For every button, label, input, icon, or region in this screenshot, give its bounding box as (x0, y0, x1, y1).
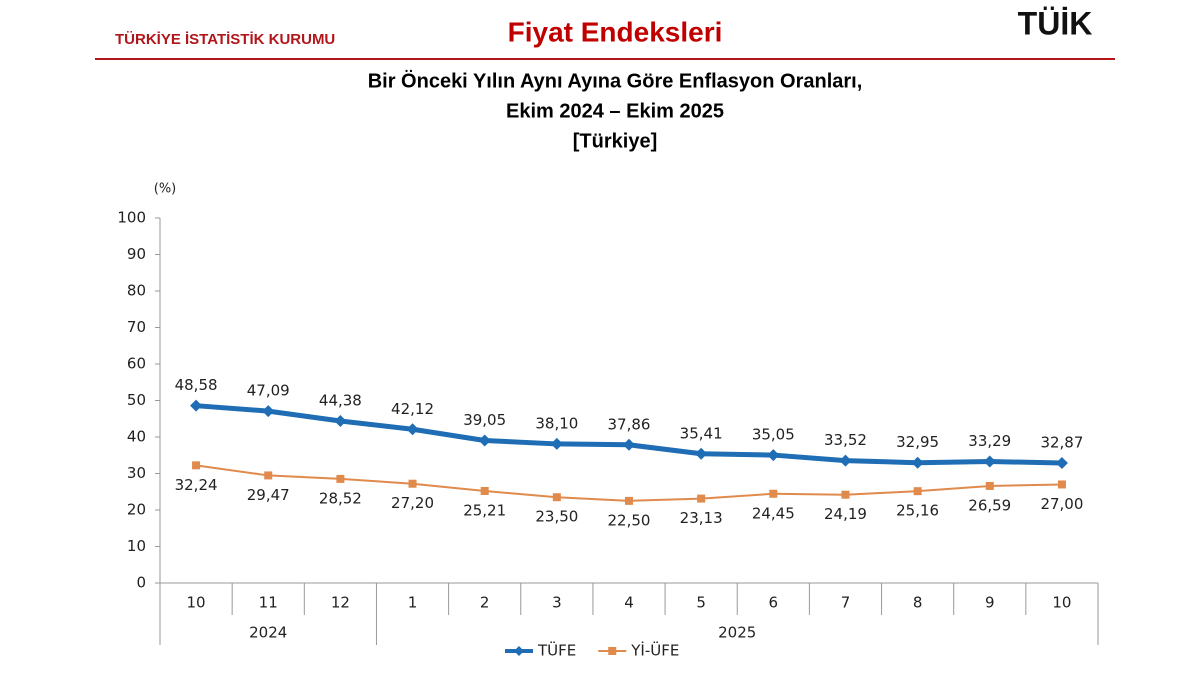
x-tick-label: 11 (259, 594, 278, 612)
marker (334, 415, 347, 428)
marker (478, 434, 491, 447)
value-label: 27,00 (1040, 495, 1083, 513)
y-tick-label: 0 (136, 574, 146, 592)
section-title: Fiyat Endeksleri (508, 16, 723, 47)
y-unit: (%) (154, 182, 177, 197)
value-label: 28,52 (319, 489, 362, 507)
marker (1055, 457, 1068, 470)
x-tick-label: 3 (552, 594, 562, 612)
y-tick-label: 70 (127, 318, 146, 336)
y-tick-label: 30 (127, 464, 146, 482)
y-tick-label: 10 (127, 537, 146, 555)
value-label: 25,16 (896, 502, 939, 520)
logo: TÜİK (1018, 5, 1093, 41)
marker (913, 487, 922, 496)
value-label: 35,05 (752, 426, 795, 444)
marker (911, 456, 924, 469)
value-label: 23,50 (535, 508, 578, 526)
marker (264, 471, 273, 480)
marker (697, 494, 706, 503)
value-label: 39,05 (463, 411, 506, 429)
y-tick-label: 90 (127, 245, 146, 263)
value-label: 33,52 (824, 431, 867, 449)
y-tick-label: 20 (127, 501, 146, 519)
legend-label: TÜFE (537, 641, 576, 660)
y-tick-label: 40 (127, 428, 146, 446)
marker (839, 454, 852, 467)
value-label: 48,58 (175, 376, 218, 394)
value-label: 32,24 (175, 476, 218, 494)
x-tick-label: 12 (331, 594, 350, 612)
value-label: 44,38 (319, 392, 362, 410)
marker (767, 449, 780, 462)
y-tick-label: 100 (117, 209, 146, 227)
value-label: 29,47 (247, 486, 290, 504)
value-label: 22,50 (608, 511, 651, 529)
value-label: 25,21 (463, 501, 506, 519)
organization: TÜRKİYE İSTATİSTİK KURUMU (115, 31, 335, 48)
x-tick-label: 6 (769, 594, 779, 612)
value-label: 42,12 (391, 400, 434, 418)
marker (983, 455, 996, 468)
value-label: 32,95 (896, 433, 939, 451)
value-label: 24,19 (824, 505, 867, 523)
x-tick-label: 1 (408, 594, 418, 612)
marker (408, 479, 417, 488)
marker (406, 423, 419, 436)
marker (623, 438, 635, 451)
chart-title: Ekim 2024 – Ekim 2025 (506, 100, 724, 122)
marker (552, 493, 561, 502)
y-tick-label: 80 (127, 282, 146, 300)
marker (550, 437, 563, 450)
value-label: 47,09 (247, 382, 290, 400)
legend-marker (514, 646, 524, 656)
x-tick-label: 5 (696, 594, 706, 612)
x-tick-label: 10 (187, 594, 206, 612)
x-tick-label: 10 (1052, 594, 1071, 612)
value-label: 33,29 (968, 432, 1011, 450)
marker (480, 486, 489, 495)
value-label: 38,10 (535, 414, 578, 432)
marker (985, 481, 994, 490)
marker (190, 399, 203, 412)
value-label: 23,13 (680, 509, 723, 527)
value-label: 32,87 (1040, 434, 1083, 452)
x-tick-label: 7 (841, 594, 851, 612)
marker (336, 474, 345, 483)
legend-marker (608, 647, 617, 655)
marker (192, 461, 201, 470)
y-tick-label: 60 (127, 355, 146, 373)
marker (1057, 480, 1066, 489)
x-group-label: 2025 (718, 624, 756, 642)
marker (625, 496, 633, 505)
marker (695, 447, 708, 460)
chart-title: Bir Önceki Yılın Aynı Ayına Göre Enflasy… (368, 69, 863, 92)
value-label: 35,41 (680, 424, 723, 442)
x-tick-label: 4 (624, 594, 634, 612)
value-label: 27,20 (391, 494, 434, 512)
marker (841, 490, 850, 499)
x-tick-label: 2 (480, 594, 490, 612)
y-tick-label: 50 (127, 391, 146, 409)
chart-title: [Türkiye] (573, 130, 657, 152)
legend-label: Yİ-ÜFE (630, 641, 679, 660)
x-tick-label: 9 (985, 594, 995, 612)
x-group-label: 2024 (249, 624, 287, 642)
value-label: 24,45 (752, 504, 795, 522)
value-label: 37,86 (608, 415, 651, 433)
value-label: 26,59 (968, 496, 1011, 514)
marker (769, 489, 778, 498)
x-tick-label: 8 (913, 594, 923, 612)
marker (262, 405, 275, 418)
